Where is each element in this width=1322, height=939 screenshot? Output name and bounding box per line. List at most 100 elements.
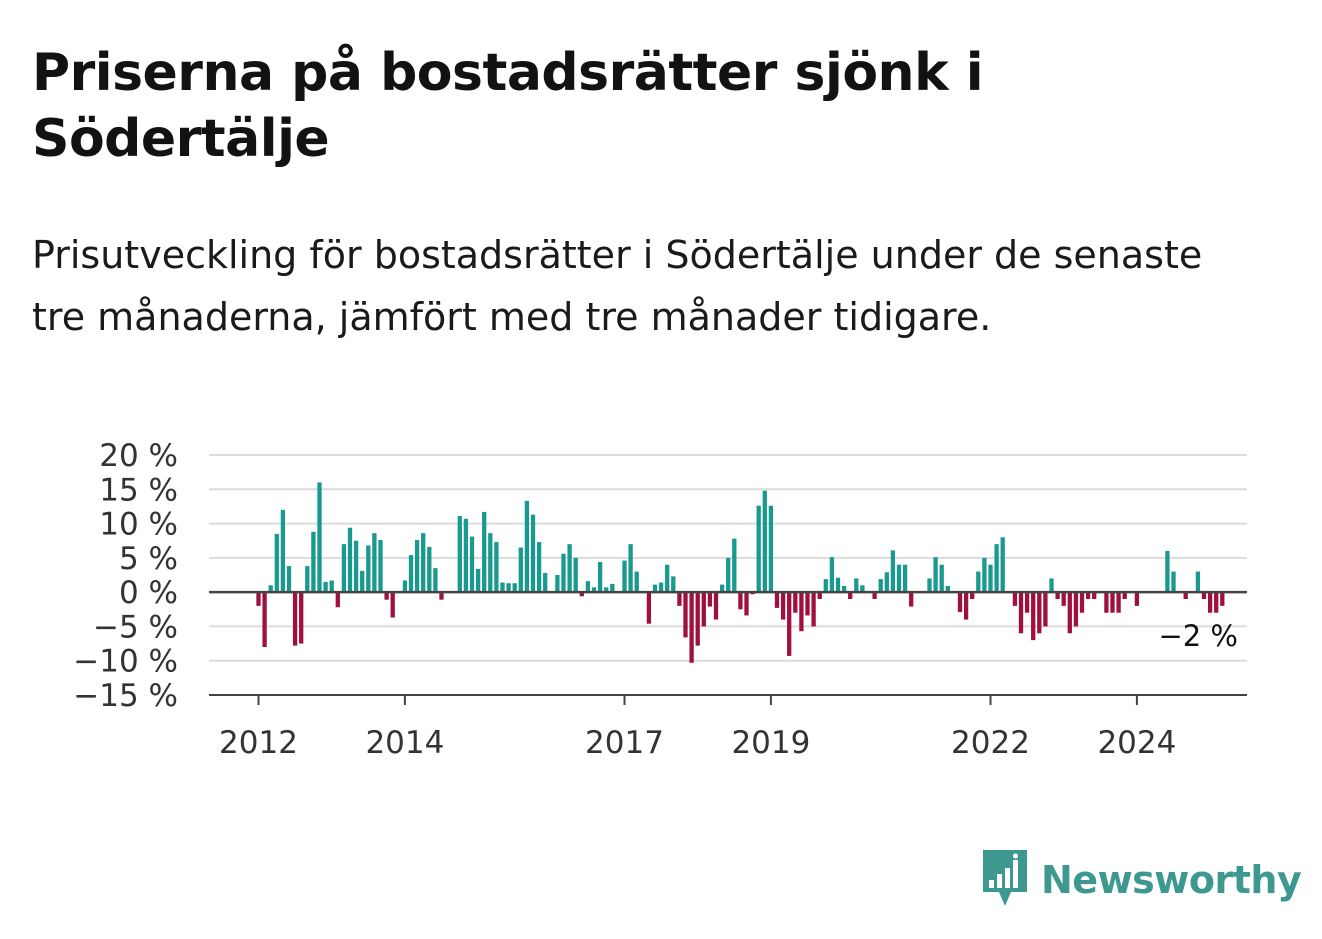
bar (628, 544, 633, 593)
bar (860, 585, 865, 593)
bar (353, 540, 359, 593)
bar (976, 571, 981, 593)
y-tick-label: 10 % (99, 507, 178, 543)
bar (414, 540, 420, 593)
bar (384, 592, 389, 600)
bar (543, 572, 548, 593)
logo-text: Newsworthy (1041, 858, 1302, 902)
bar (317, 482, 322, 593)
newsworthy-bar-chart-icon (981, 848, 1029, 912)
bar (311, 531, 316, 593)
bar (1171, 571, 1176, 593)
bar (299, 592, 304, 644)
bar (805, 592, 810, 616)
bar (1085, 592, 1091, 599)
chart-title: Priserna på bostadsrätter sjönk i Södert… (32, 43, 984, 169)
bar (518, 547, 523, 593)
newsworthy-logo: Newsworthy (981, 848, 1302, 912)
bar (1024, 592, 1030, 613)
bar (1037, 592, 1042, 634)
bar (1201, 592, 1207, 599)
bar (1116, 592, 1121, 613)
bar (372, 533, 377, 593)
bar (774, 592, 780, 608)
bar (994, 544, 999, 593)
bar (323, 581, 328, 593)
bar (268, 585, 273, 593)
bar (634, 571, 639, 593)
x-tick-label: 2014 (365, 725, 444, 761)
bar (1104, 592, 1109, 613)
y-tick-label: −15 % (73, 678, 178, 714)
bar (817, 592, 822, 599)
bar (1061, 592, 1066, 606)
bar (1012, 592, 1018, 606)
bar (1207, 592, 1213, 613)
bar (982, 557, 987, 593)
bar (1220, 592, 1225, 606)
end-value-label: −2 % (1158, 619, 1238, 653)
bar (878, 579, 883, 593)
bar (256, 592, 261, 606)
x-tick-label: 2017 (585, 725, 664, 761)
bar (841, 585, 847, 593)
bar (500, 582, 505, 593)
bar (347, 527, 353, 593)
bar (1092, 592, 1097, 599)
bar (1049, 578, 1054, 593)
bar (957, 592, 963, 613)
bar (1079, 592, 1085, 613)
bar (1067, 592, 1072, 634)
bar (597, 561, 603, 593)
bar (366, 545, 371, 593)
bar (433, 568, 438, 593)
bar (305, 566, 310, 593)
bar (604, 587, 609, 593)
bar (829, 557, 835, 593)
x-axis-ticks: 2012 2014 2017 2019 2022 2024 (219, 695, 1176, 761)
bar (610, 583, 615, 593)
bar (421, 533, 426, 593)
bar (793, 592, 798, 613)
y-tick-label: 5 % (119, 541, 178, 577)
bar (292, 592, 298, 646)
bar (1055, 592, 1060, 599)
y-tick-label: 20 % (99, 438, 178, 474)
bar (963, 592, 969, 620)
bar (390, 592, 395, 618)
bar (713, 592, 719, 620)
bar (811, 592, 816, 627)
bar (1134, 592, 1140, 606)
bar (274, 533, 279, 593)
bar (463, 518, 469, 593)
bar (622, 560, 627, 593)
x-tick-label: 2024 (1097, 725, 1176, 761)
bar (927, 578, 932, 593)
bar (378, 540, 383, 593)
bar (1214, 592, 1219, 613)
x-tick-label: 2019 (731, 725, 810, 761)
bars (256, 482, 1225, 663)
bar (738, 592, 743, 610)
bar (1000, 537, 1005, 593)
bar (524, 500, 530, 593)
chart-subtitle: Prisutveckling för bostadsrätter i Söder… (32, 233, 1203, 339)
bar (341, 544, 347, 593)
x-tick-label: 2022 (951, 725, 1030, 761)
bar (1018, 592, 1024, 634)
bar (567, 544, 572, 593)
bar (823, 579, 828, 593)
bar (799, 592, 804, 632)
bar (286, 566, 292, 593)
bar (262, 592, 267, 647)
bar (579, 592, 584, 597)
bar (530, 514, 536, 593)
bar (457, 516, 462, 593)
bar (360, 570, 365, 593)
bar (933, 557, 938, 593)
bar (726, 557, 731, 593)
bar (890, 550, 896, 593)
bar (494, 542, 499, 593)
bar (1073, 592, 1079, 627)
bar (555, 575, 560, 593)
